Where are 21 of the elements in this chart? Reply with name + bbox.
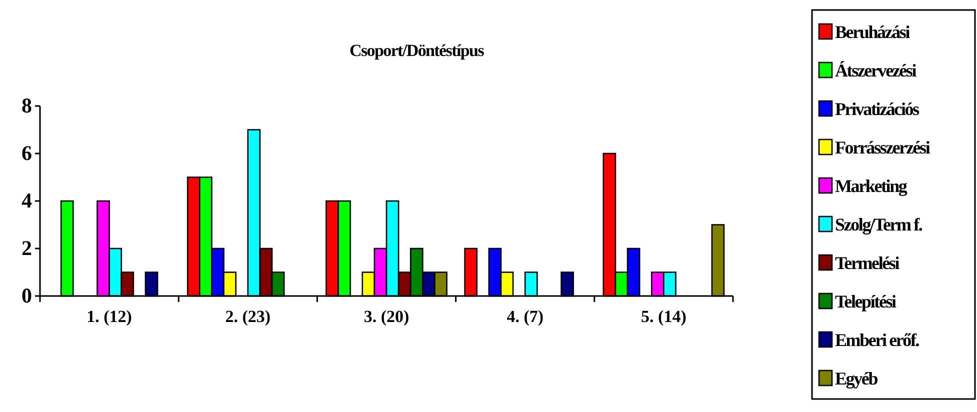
- legend-label: Beruházási: [835, 22, 910, 42]
- x-tick-label: 4. (7): [506, 307, 544, 326]
- legend-label: Termelési: [835, 253, 900, 273]
- x-tick-label: 3. (20): [364, 307, 410, 326]
- legend-label: Forrásszerzési: [835, 138, 930, 158]
- y-tick-label: 0: [22, 284, 32, 308]
- x-tick-label: 5. (14): [641, 307, 686, 326]
- legend-label: Egyéb: [835, 368, 878, 388]
- legend-label: Privatizációs: [835, 99, 920, 119]
- legend-label: Marketing: [835, 176, 908, 196]
- legend-label: Emberi erőf.: [835, 330, 920, 350]
- x-tick-label: 1. (12): [86, 307, 132, 326]
- y-tick-label: 4: [22, 188, 32, 213]
- y-tick-label: 2: [22, 236, 32, 260]
- chart-title: Csoport/Döntéstípus: [349, 41, 485, 60]
- y-tick-label: 6: [22, 141, 32, 166]
- y-tick-label: 8: [22, 94, 32, 118]
- legend-label: Szolg/Term f.: [835, 214, 922, 234]
- legend-label: Átszervezési: [835, 60, 917, 80]
- legend-label: Telepítési: [835, 292, 897, 312]
- x-tick-label: 2. (23): [225, 307, 271, 326]
